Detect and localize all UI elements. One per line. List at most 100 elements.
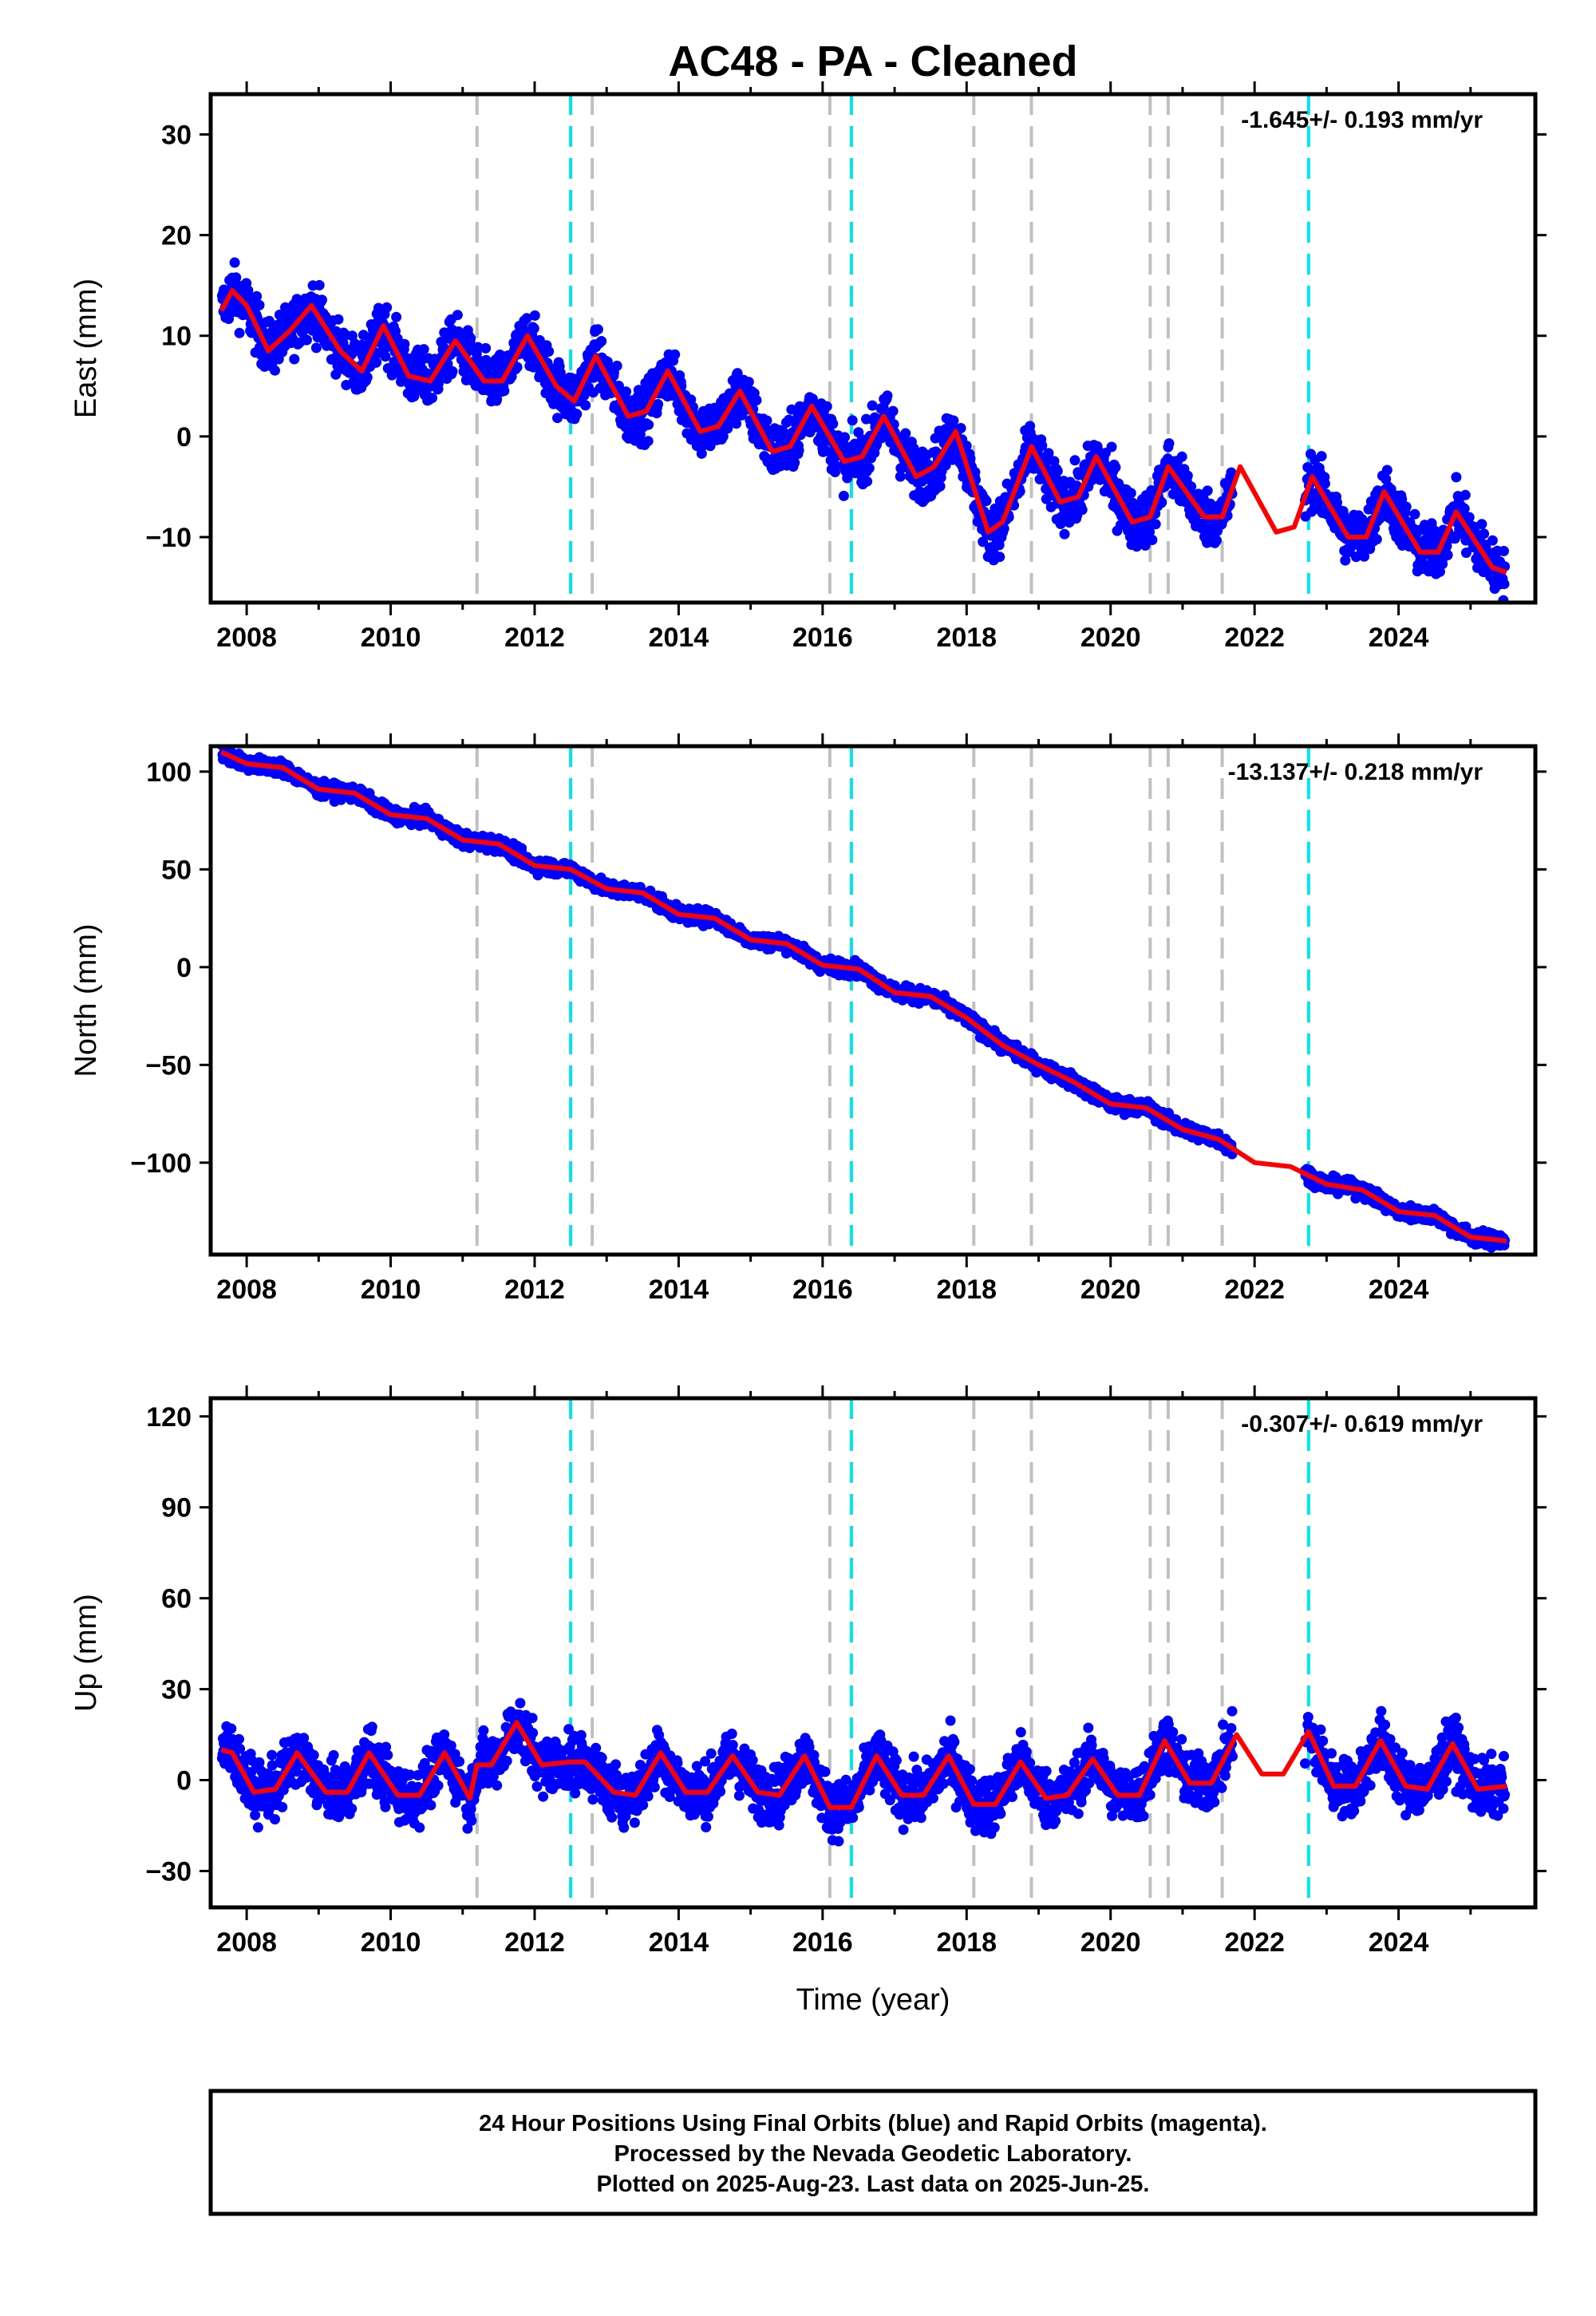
- east-point: [447, 366, 458, 377]
- east-point: [1437, 559, 1448, 570]
- east-point: [392, 333, 403, 344]
- east-point: [994, 551, 1005, 563]
- east-point: [887, 405, 899, 417]
- east-point: [1359, 551, 1370, 562]
- east-point: [452, 310, 463, 321]
- east-model-curve: [219, 288, 1507, 575]
- east-point: [346, 330, 358, 342]
- east-point: [731, 418, 742, 429]
- panel-north: 2008 2010 2012 2014 2016 2018 2020 2022 2024−100…: [69, 733, 1547, 1305]
- east-point: [361, 372, 373, 383]
- east-x-tick-label: 2008: [216, 622, 277, 653]
- east-point: [529, 310, 540, 321]
- east-point: [1125, 488, 1136, 499]
- east-daily-positions: [216, 257, 1511, 603]
- east-point: [948, 415, 959, 426]
- east-point: [399, 338, 410, 350]
- east-point: [314, 279, 325, 290]
- east-x-tick-label: 2022: [1224, 622, 1285, 653]
- east-point: [828, 418, 839, 429]
- east-point: [521, 313, 532, 324]
- east-x-tick-label: 2024: [1369, 622, 1429, 653]
- east-point: [1052, 465, 1063, 476]
- east-point: [1163, 438, 1175, 449]
- east-point: [1150, 519, 1161, 530]
- east-point: [1147, 535, 1158, 545]
- east-y-axis-label: East (mm): [69, 279, 103, 418]
- east-y-tick-label: 10: [161, 322, 192, 352]
- east-point: [499, 385, 510, 397]
- east-point: [579, 390, 590, 401]
- east-point: [839, 432, 850, 443]
- east-point: [302, 334, 312, 346]
- east-point: [480, 342, 492, 354]
- east-point: [596, 336, 607, 346]
- east-point: [696, 448, 707, 459]
- east-point: [1460, 489, 1471, 500]
- east-point: [1211, 535, 1222, 546]
- east-point: [1043, 448, 1054, 459]
- east-point: [789, 457, 800, 468]
- east-point: [465, 333, 476, 344]
- east-point: [722, 423, 733, 434]
- east-point: [231, 272, 242, 283]
- east-y-tick-label: −10: [145, 523, 192, 553]
- east-point: [847, 415, 858, 426]
- east-point: [1202, 485, 1213, 496]
- east-point: [717, 431, 729, 442]
- east-point: [1182, 470, 1193, 481]
- east-point: [900, 428, 911, 439]
- east-point: [876, 433, 887, 444]
- east-point: [784, 414, 795, 425]
- east-point: [1144, 527, 1156, 537]
- east-frame: [208, 92, 1538, 605]
- east-point: [371, 357, 382, 368]
- east-point: [998, 524, 1009, 534]
- east-x-tick-label: 2016: [792, 622, 853, 653]
- east-point: [1106, 441, 1117, 453]
- east-point: [761, 415, 772, 426]
- east-point: [1381, 464, 1393, 476]
- east-point: [229, 257, 240, 268]
- east-point: [418, 344, 429, 355]
- east-point: [743, 377, 754, 388]
- east-point: [793, 445, 804, 456]
- east-plot-area: [211, 94, 1535, 603]
- east-point: [333, 314, 344, 325]
- east-point: [751, 395, 762, 405]
- east-point: [970, 467, 981, 478]
- east-point: [1037, 440, 1048, 451]
- east-point: [978, 536, 989, 547]
- east-point: [1464, 512, 1475, 523]
- east-point: [289, 354, 300, 365]
- east-point: [653, 399, 664, 409]
- east-point: [981, 496, 992, 507]
- east-point: [543, 346, 555, 357]
- east-point: [643, 419, 654, 430]
- east-x-tick-label: 2018: [936, 622, 997, 653]
- east-point: [552, 413, 563, 424]
- east-point: [1442, 550, 1453, 560]
- east-point: [1499, 546, 1509, 556]
- east-point: [254, 299, 265, 310]
- east-point: [391, 311, 402, 322]
- east-point: [512, 362, 523, 373]
- east-y-tick-label: 0: [176, 422, 192, 453]
- east-x-tick-label: 2012: [504, 622, 565, 653]
- east-point: [1476, 519, 1487, 530]
- east-point: [472, 342, 484, 353]
- east-point: [807, 393, 818, 405]
- east-point: [940, 460, 951, 471]
- east-point: [1319, 478, 1330, 489]
- east-x-tick-label: 2010: [361, 622, 421, 653]
- east-point: [934, 480, 946, 492]
- east-point: [1110, 462, 1121, 473]
- east-point: [1460, 547, 1472, 559]
- east-point: [528, 323, 539, 334]
- east-point: [1156, 496, 1167, 508]
- east-point: [867, 400, 878, 411]
- east-point: [863, 463, 875, 474]
- east-point: [1055, 519, 1066, 529]
- east-point: [732, 368, 743, 379]
- east-point: [1434, 566, 1445, 577]
